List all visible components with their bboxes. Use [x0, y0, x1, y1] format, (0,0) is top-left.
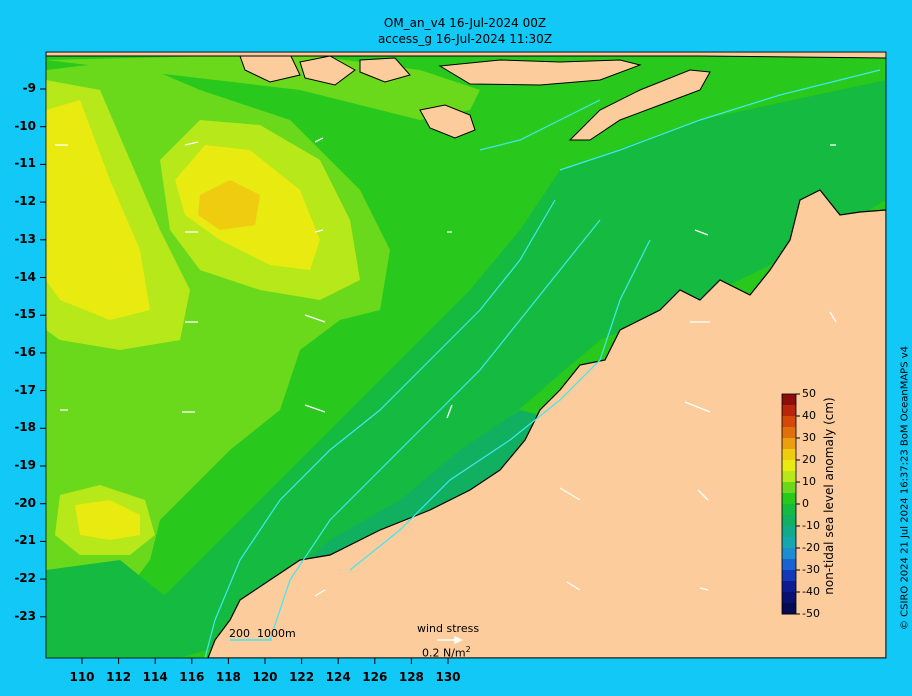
- lat-label: -12: [14, 194, 36, 209]
- colorbar-segment: [782, 526, 796, 538]
- anomaly-orange-center: [198, 180, 260, 230]
- colorbar-segment: [782, 416, 796, 428]
- colorbar-segment: [782, 493, 796, 505]
- lon-label: 114: [142, 670, 168, 684]
- lat-label: -14: [14, 269, 36, 284]
- depth-legend: 200 1000m: [229, 627, 296, 640]
- lat-label: -9: [22, 81, 36, 95]
- lon-label: 110: [69, 670, 95, 684]
- colorbar-tick-label: 30: [802, 431, 816, 444]
- colorbar-segment: [782, 559, 796, 571]
- colorbar: [781, 393, 800, 615]
- colorbar-segment: [782, 427, 796, 439]
- lon-label: 122: [289, 670, 315, 684]
- colorbar-segment: [782, 449, 796, 461]
- lon-label: 112: [106, 670, 132, 684]
- wind-legend-label: wind stress: [417, 622, 480, 635]
- sumba-island: [419, 104, 476, 139]
- lat-label: -22: [14, 571, 36, 586]
- lon-label: 130: [435, 670, 461, 684]
- lon-label: 128: [398, 670, 424, 684]
- colorbar-tick-label: 0: [802, 497, 809, 510]
- lat-label: -10: [14, 118, 36, 133]
- colorbar-segment: [782, 460, 796, 472]
- lon-label: 116: [179, 670, 205, 684]
- wind-vectors: [55, 137, 837, 597]
- depth-legend-1000: 1000m: [257, 627, 296, 640]
- nusa-tenggara-islands: [239, 53, 642, 86]
- lat-label: -18: [14, 420, 36, 435]
- depth-contour-1000m: [269, 99, 651, 641]
- depth-legend-200: 200: [229, 627, 250, 640]
- northern-land-strip: [46, 52, 886, 59]
- land-mass: [207, 189, 886, 658]
- colorbar-segment: [782, 394, 796, 406]
- colorbar-segment: [782, 537, 796, 549]
- title-line-1: OM_an_v4 16-Jul-2024 00Z: [383, 16, 547, 30]
- lat-label: -15: [14, 307, 36, 322]
- colorbar-segment: [782, 515, 796, 527]
- colorbar-tick-label: -10: [802, 519, 820, 532]
- latitude-ticks: [40, 88, 46, 618]
- colorbar-segment: [782, 592, 796, 604]
- colorbar-segment: [782, 570, 796, 582]
- lon-label: 126: [362, 670, 388, 684]
- lat-label: -19: [14, 458, 36, 472]
- lat-label: -23: [14, 608, 36, 623]
- lon-label: 124: [325, 670, 351, 684]
- longitude-ticks: [81, 658, 449, 664]
- plot-frame: [45, 51, 887, 659]
- colorbar-tick-label: -50: [802, 607, 820, 620]
- colorbar-tick-label: 40: [802, 409, 816, 422]
- colorbar-tick-label: -40: [802, 585, 820, 598]
- colorbar-tick-label: 10: [802, 475, 816, 488]
- lat-label: -20: [14, 495, 36, 510]
- colorbar-segment: [782, 482, 796, 494]
- colorbar-segment: [782, 548, 796, 560]
- lat-label: -11: [14, 156, 36, 171]
- title-line-2: access_g 16-Jul-2024 11:30Z: [377, 32, 553, 46]
- colorbar-tick-label: 20: [802, 453, 816, 466]
- anomaly-dark-green-sw: [46, 560, 170, 658]
- wind-legend-value: 0.2 N/m2: [422, 645, 471, 660]
- colorbar-segment: [782, 405, 796, 417]
- anomaly-yellow-sw: [75, 500, 140, 540]
- colorbar-tick-label: -20: [802, 541, 820, 554]
- anomaly-yellow-west: [46, 100, 150, 320]
- colorbar-tick-label: 50: [802, 387, 816, 400]
- lat-label: -21: [14, 533, 36, 548]
- lat-label: -16: [14, 344, 36, 359]
- anomaly-dark-green-band: [120, 80, 886, 658]
- lon-label: 118: [215, 670, 241, 684]
- colorbar-segment: [782, 504, 796, 516]
- colorbar-segment: [782, 581, 796, 593]
- colorbar-segment: [782, 603, 796, 615]
- lat-label: -17: [14, 382, 36, 397]
- lat-label: -13: [14, 231, 36, 246]
- colorbar-tick-label: -30: [802, 563, 820, 576]
- colorbar-segment: [782, 438, 796, 450]
- wind-legend-arrow: [437, 635, 463, 645]
- colorbar-segment: [782, 471, 796, 483]
- depth-contour-200m: [204, 69, 881, 658]
- lon-label: 120: [252, 670, 278, 684]
- timor-island: [568, 69, 711, 141]
